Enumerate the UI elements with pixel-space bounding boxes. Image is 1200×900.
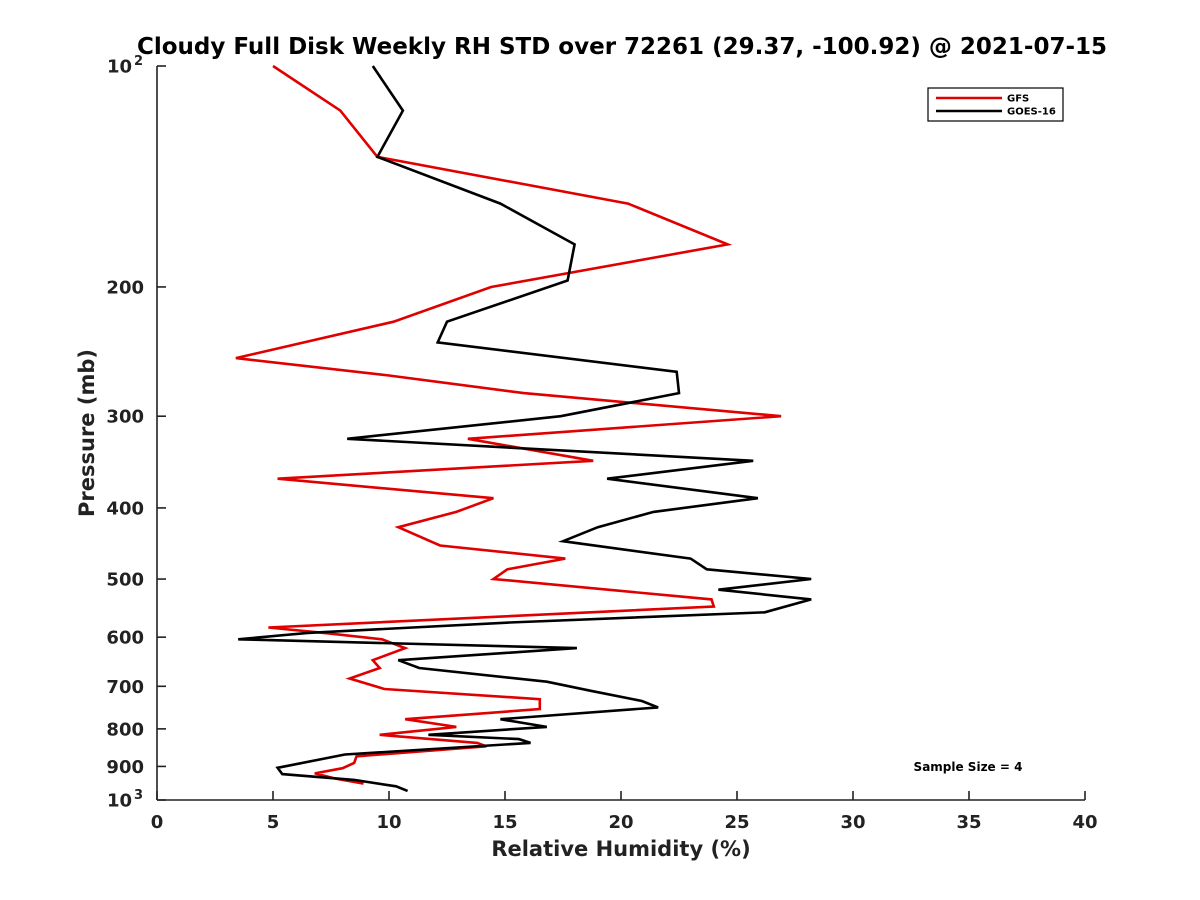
series-line-gfs [235, 64, 782, 785]
legend-label-goes16: GOES-16 [1007, 107, 1056, 118]
x-axis-label: Relative Humidity (%) [491, 837, 750, 861]
legend: GFS GOES-16 [927, 87, 1064, 122]
chart-title: Cloudy Full Disk Weekly RH STD over 7226… [137, 34, 1107, 60]
sample-size-annotation: Sample Size = 4 [914, 760, 1023, 774]
x-tick-label: 10 [376, 812, 401, 833]
plot-area [156, 64, 1085, 801]
series-line-goes16 [238, 65, 812, 793]
y-tick-label: 400 [106, 498, 144, 519]
y-tick-label: 800 [106, 719, 144, 740]
legend-box [927, 87, 1064, 122]
x-tick-label: 20 [608, 812, 633, 833]
y-tick-exponent: 2 [134, 54, 143, 69]
y-axis-label: Pressure (mb) [75, 349, 99, 517]
legend-label-gfs: GFS [1007, 94, 1029, 105]
y-tick-label: 10 [107, 57, 132, 78]
x-tick-label: 25 [724, 812, 749, 833]
y-tick-label: 900 [106, 757, 144, 778]
y-tick-label: 600 [106, 628, 144, 649]
y-tick-label: 500 [106, 570, 144, 591]
y-tick-label: 10 [107, 791, 132, 812]
x-tick-label: 40 [1072, 812, 1097, 833]
y-tick-label: 200 [106, 277, 144, 298]
y-tick-label: 300 [106, 407, 144, 428]
y-tick-label: 700 [106, 677, 144, 698]
x-tick-label: 35 [956, 812, 981, 833]
x-tick-label: 5 [267, 812, 280, 833]
y-tick-exponent: 3 [134, 788, 143, 803]
series-layer [235, 64, 812, 793]
x-tick-label: 30 [840, 812, 865, 833]
x-tick-label: 15 [492, 812, 517, 833]
x-axis: 0 5 10 15 20 25 30 35 40 [151, 791, 1098, 833]
x-tick-label: 0 [151, 812, 164, 833]
